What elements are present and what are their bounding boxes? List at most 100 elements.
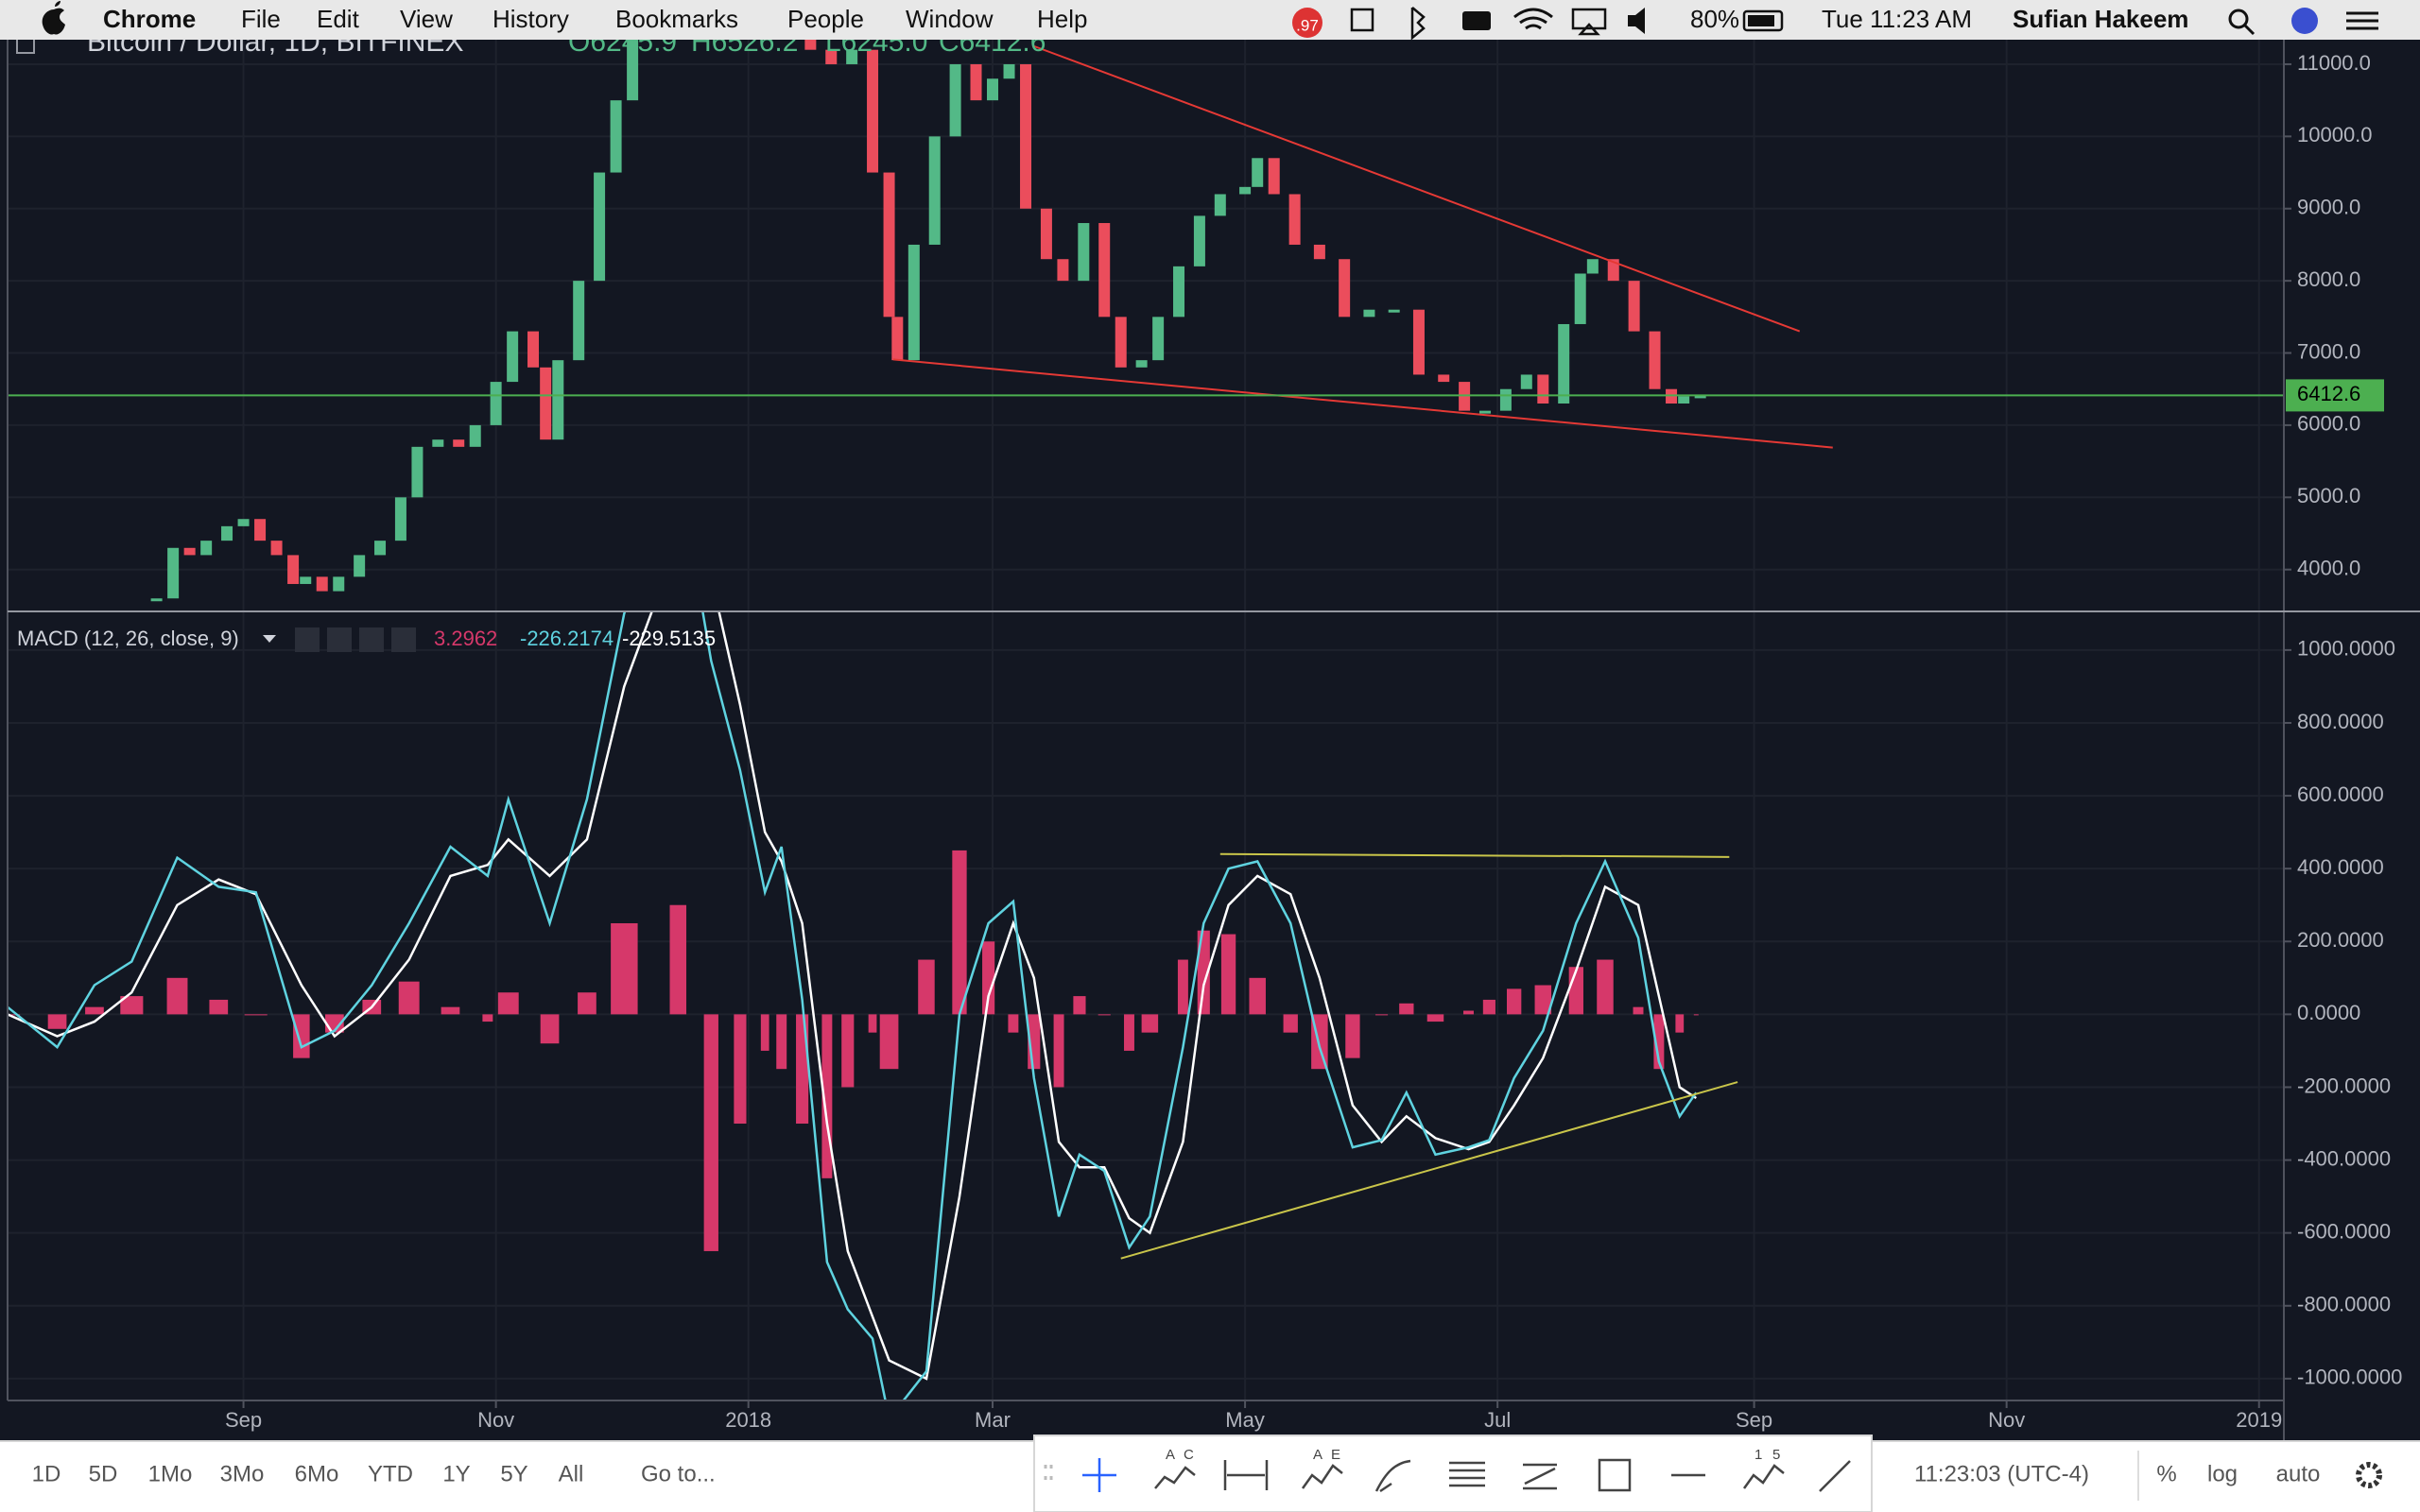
extension-badge[interactable] [1292,8,1322,38]
range-button[interactable]: 3Mo [220,1461,265,1486]
remove-button[interactable] [391,627,416,652]
apple-menu[interactable] [42,1,65,35]
histogram-bar [796,1014,809,1125]
tool-label: E [1331,1447,1340,1463]
histogram-bar [1073,996,1086,1015]
elliott-tool[interactable] [1742,1464,1785,1489]
candle [1586,259,1599,274]
y-tick-label: -200.0000 [2297,1074,2391,1097]
range-button[interactable]: 6Mo [295,1461,339,1486]
menu-item[interactable]: Help [1037,5,1087,33]
candle [237,519,250,526]
y-tick-label: 9000.0 [2297,196,2360,219]
battery-icon[interactable] [1742,9,1784,32]
menu-item[interactable]: People [787,5,864,33]
histogram-bar [760,1014,769,1051]
menu-item[interactable]: Bookmarks [615,5,738,33]
brush-tool[interactable] [1374,1459,1411,1493]
user-name[interactable]: Sufian Hakeem [2013,5,2188,33]
histogram-bar [703,1014,718,1251]
app-menu[interactable]: Chrome [103,5,196,33]
notification-icon[interactable] [2346,11,2378,30]
histogram-bar [776,1014,787,1070]
log-toggle[interactable]: log [2207,1461,2238,1486]
range-button[interactable]: 1Y [442,1461,470,1486]
range-button[interactable]: All [559,1461,584,1486]
candle [1173,266,1185,318]
candle [1537,374,1549,404]
menu-item[interactable]: Window [906,5,994,33]
settings-button[interactable] [327,627,352,652]
fib-tool[interactable] [1449,1461,1485,1487]
add-button[interactable] [359,627,384,652]
menu-item[interactable]: File [241,5,281,33]
indicator-value: 3.2962 [434,627,497,650]
clock[interactable]: Tue 11:23 AM [1822,5,1972,33]
y-tick-label: 11000.0 [2297,51,2371,75]
candle [594,172,606,282]
candle [804,40,817,50]
clock-timezone[interactable]: 11:23:03 (UTC-4) [1914,1461,2089,1486]
axes: 4000.0 5000.0 6000.0 7000.0 8000.0 9000.0 1000… [225,51,2402,1432]
y-tick-label: -800.0000 [2297,1293,2391,1316]
volume-icon[interactable] [1628,8,1645,34]
macd-pane [8,611,1738,1400]
y-tick-label: 600.0000 [2297,782,2384,806]
histogram-bar [166,977,188,1015]
tool-label: A [1313,1447,1322,1463]
auto-toggle[interactable]: auto [2276,1461,2321,1486]
pitchfork-tool[interactable] [1523,1463,1557,1490]
dropdown-arrow[interactable] [263,635,276,643]
bluetooth-icon[interactable] [1410,7,1426,41]
candle [1057,259,1069,282]
airplay-icon[interactable] [1571,8,1607,36]
siri-icon[interactable] [2291,8,2318,34]
candle [1628,281,1640,332]
candle [394,497,406,541]
crosshair-tool[interactable] [1082,1458,1116,1492]
settings-button[interactable] [295,627,320,652]
status-icon[interactable] [1462,11,1491,30]
macd-line [8,611,1697,1381]
range-button[interactable]: 1Mo [148,1461,193,1486]
y-tick-label: 1000.0000 [2297,637,2395,661]
pattern-tool[interactable] [1301,1464,1343,1489]
spotlight-icon[interactable] [2228,9,2249,29]
histogram-bar [734,1014,747,1125]
settings-gear[interactable] [2356,1462,2382,1488]
goto-button[interactable]: Go to... [641,1461,716,1486]
y-tick-label: 5000.0 [2297,484,2360,507]
macd-line [8,611,1698,1400]
percent-toggle[interactable]: % [2156,1461,2176,1486]
drag-handle[interactable] [1044,1465,1053,1480]
histogram-bar [1482,999,1495,1015]
pattern-tool[interactable] [1154,1466,1196,1489]
range-button[interactable]: 5Y [500,1461,527,1486]
x-tick-label: Mar [975,1408,1011,1432]
wifi-icon[interactable] [1513,8,1553,30]
trend-line [1219,852,1730,858]
range-button[interactable]: YTD [368,1461,413,1486]
histogram-bar [611,922,638,1015]
menu-item[interactable]: History [493,5,569,33]
candle [908,244,920,361]
measure-tool[interactable] [1223,1460,1269,1490]
candle [167,547,180,599]
menu-item[interactable]: View [400,5,453,33]
candle [552,360,564,440]
shape-tool[interactable] [1598,1458,1632,1492]
histogram-bar [1249,977,1266,1015]
range-button[interactable]: 1D [32,1461,61,1486]
price-pane [8,40,2284,602]
range-button[interactable]: 5D [89,1461,118,1486]
histogram-bar [85,1006,104,1015]
status-icon[interactable] [1350,8,1374,32]
candle [221,525,233,541]
candle [1078,223,1090,282]
trend-line-tool[interactable] [1819,1460,1851,1492]
histogram-bar [1568,967,1583,1015]
menu-item[interactable]: Edit [317,5,360,33]
candle [354,555,366,577]
